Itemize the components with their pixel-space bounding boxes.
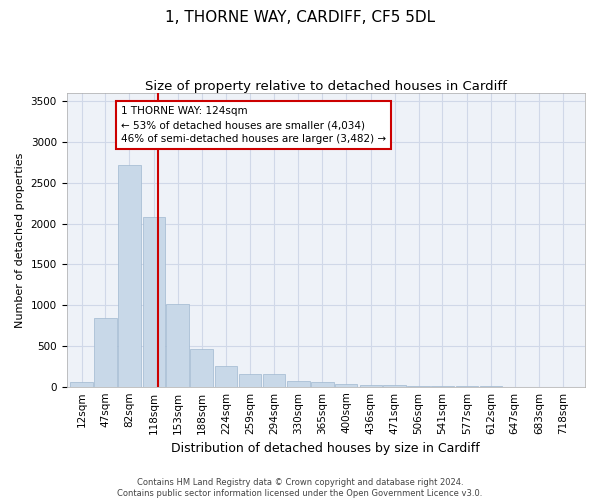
Bar	[94, 318, 116, 386]
Title: Size of property relative to detached houses in Cardiff: Size of property relative to detached ho…	[145, 80, 507, 93]
Bar	[311, 382, 334, 386]
Bar	[190, 349, 213, 387]
Bar	[70, 382, 93, 386]
Text: 1, THORNE WAY, CARDIFF, CF5 5DL: 1, THORNE WAY, CARDIFF, CF5 5DL	[165, 10, 435, 25]
Bar	[118, 165, 140, 386]
Bar	[359, 384, 382, 386]
Text: 1 THORNE WAY: 124sqm
← 53% of detached houses are smaller (4,034)
46% of semi-de: 1 THORNE WAY: 124sqm ← 53% of detached h…	[121, 106, 386, 144]
Bar	[239, 374, 261, 386]
Bar	[335, 384, 358, 386]
X-axis label: Distribution of detached houses by size in Cardiff: Distribution of detached houses by size …	[172, 442, 480, 455]
Bar	[143, 217, 165, 386]
Bar	[287, 382, 310, 386]
Bar	[215, 366, 238, 386]
Bar	[263, 374, 285, 386]
Y-axis label: Number of detached properties: Number of detached properties	[15, 152, 25, 328]
Bar	[166, 304, 189, 386]
Text: Contains HM Land Registry data © Crown copyright and database right 2024.
Contai: Contains HM Land Registry data © Crown c…	[118, 478, 482, 498]
